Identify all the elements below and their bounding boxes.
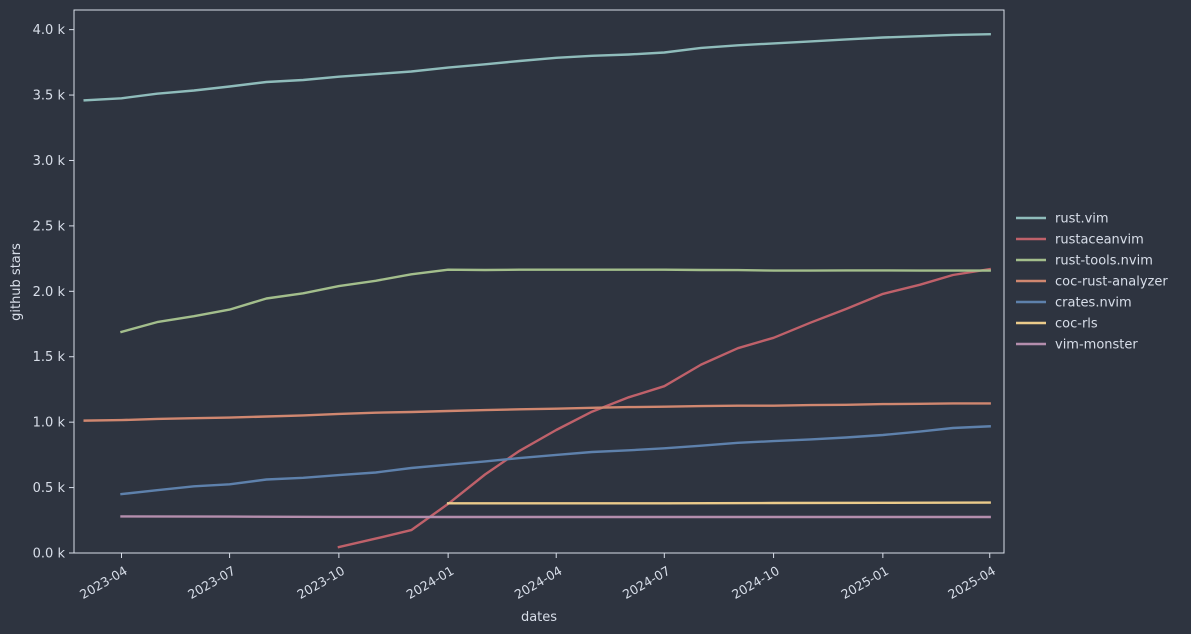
legend-label-6: vim-monster [1055, 338, 1138, 353]
series-line-3 [83, 402, 991, 422]
series-line-4 [120, 425, 991, 496]
y-tick-label-5: 2.5 k [33, 219, 66, 234]
y-tick-label-8: 4.0 k [33, 23, 66, 38]
y-tick-label-1: 0.5 k [33, 481, 66, 496]
series-layer [83, 32, 992, 549]
series-line-6 [120, 515, 991, 519]
plot-frame [73, 9, 1005, 554]
legend-label-3: coc-rust-analyzer [1055, 275, 1168, 290]
y-tick-label-2: 1.0 k [33, 416, 66, 431]
y-tick-label-0: 0.0 k [33, 547, 66, 562]
x-axis-label: dates [521, 610, 557, 625]
y-axis: 0.0 k 0.5 k 1.0 k 1.5 k 2.0 k 2.5 k 3.0 k 3.5 k… [33, 23, 74, 562]
legend: rust.vim rustaceanvim rust-tools.nvim coc-r… [1016, 212, 1168, 353]
y-tick-label-6: 3.0 k [33, 154, 66, 169]
y-tick-label-7: 3.5 k [33, 89, 66, 104]
legend-label-1: rustaceanvim [1055, 233, 1144, 248]
series-line-0 [83, 32, 991, 102]
series-line-2 [120, 268, 991, 334]
legend-label-0: rust.vim [1055, 212, 1109, 227]
legend-label-5: coc-rls [1055, 317, 1098, 332]
series-line-5 [446, 501, 991, 505]
legend-label-2: rust-tools.nvim [1055, 254, 1153, 269]
legend-label-4: crates.nvim [1055, 296, 1132, 311]
y-tick-label-4: 2.0 k [33, 285, 66, 300]
y-tick-label-3: 1.5 k [33, 350, 66, 365]
y-axis-label: github stars [9, 243, 24, 321]
